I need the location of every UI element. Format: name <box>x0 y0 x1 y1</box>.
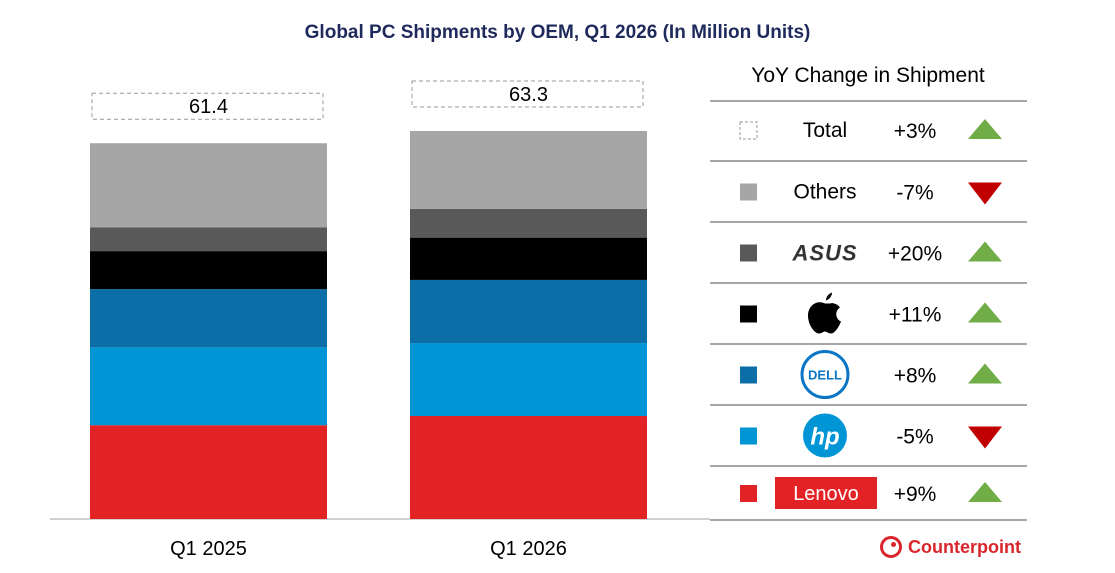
legend-swatch-total <box>739 121 758 140</box>
bar-segment-others <box>90 143 327 228</box>
legend-swatch-dell <box>740 366 757 384</box>
bar-segment-others <box>410 130 647 209</box>
bar-segment-lenovo <box>90 425 327 519</box>
legend-swatch-others <box>740 183 757 201</box>
total-box <box>91 92 324 120</box>
up-triangle-icon <box>968 241 1002 262</box>
legend-swatch-hp <box>740 427 757 445</box>
hp-logo-text: hp <box>810 424 839 451</box>
lenovo-logo <box>775 477 877 509</box>
apple-logo <box>808 292 841 334</box>
asus-logo: ASUS <box>791 241 857 266</box>
down-triangle-icon <box>968 182 1002 205</box>
bar-segment-dell <box>410 279 647 344</box>
down-triangle-icon <box>968 426 1002 449</box>
up-triangle-icon <box>968 302 1002 323</box>
bar-segment-dell <box>90 289 327 348</box>
legend-title: YoY Change in Shipment <box>751 64 985 87</box>
legend-yoy-dell: +8% <box>894 365 937 388</box>
dell-logo <box>800 350 850 399</box>
legend-yoy-lenovo: +9% <box>894 483 937 506</box>
bar-segment-apple <box>410 237 647 280</box>
bar-segment-hp <box>90 347 327 426</box>
category-label: Q1 2025 <box>170 538 247 560</box>
legend-name-others: Others <box>793 181 856 204</box>
bar-segment-asus <box>90 227 327 252</box>
chart-title: Global PC Shipments by OEM, Q1 2026 (In … <box>304 22 811 43</box>
lenovo-logo-text: Lenovo <box>793 483 859 505</box>
legend-yoy-apple: +11% <box>889 304 942 327</box>
counterpoint-icon <box>880 536 902 558</box>
bar-segment-hp <box>410 343 647 417</box>
bar-segment-asus <box>410 208 647 238</box>
legend-yoy-asus: +20% <box>888 243 942 266</box>
bar-segment-lenovo <box>410 416 647 519</box>
counterpoint-logo: Counterpoint <box>880 536 1021 558</box>
legend-swatch-lenovo <box>740 485 757 502</box>
dell-logo-text: DELL <box>808 368 842 383</box>
up-triangle-icon <box>968 119 1002 139</box>
up-triangle-icon <box>968 482 1002 502</box>
hp-logo <box>803 413 847 458</box>
up-triangle-icon <box>968 363 1002 384</box>
legend-name-total: Total <box>803 119 847 142</box>
category-label: Q1 2026 <box>490 538 567 560</box>
total-label: 61.4 <box>189 96 228 118</box>
legend-yoy-others: -7% <box>896 182 933 205</box>
bar-segment-apple <box>90 251 327 290</box>
legend-swatch-apple <box>740 305 757 323</box>
total-box <box>411 80 644 108</box>
legend-swatch-asus <box>740 244 757 262</box>
brand-text: Counterpoint <box>908 536 1021 557</box>
legend-yoy-hp: -5% <box>896 426 933 449</box>
legend-yoy-total: +3% <box>894 120 937 143</box>
total-label: 63.3 <box>509 84 548 106</box>
